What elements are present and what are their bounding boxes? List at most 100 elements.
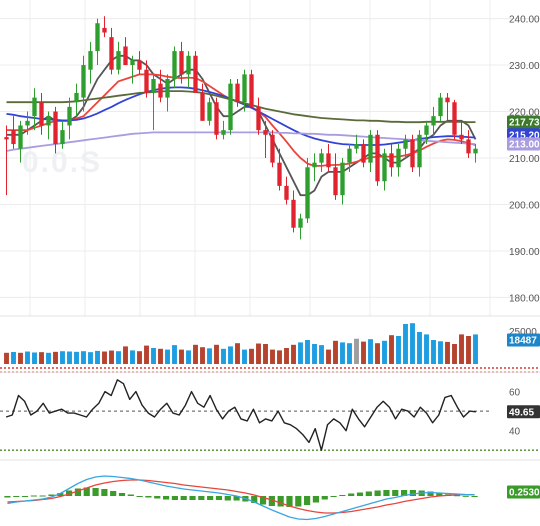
candle-body bbox=[46, 116, 51, 126]
volume-bar bbox=[452, 344, 457, 364]
volume-bar bbox=[235, 343, 240, 364]
macd-panel: 0.2530 bbox=[4, 475, 540, 521]
volume-bar bbox=[25, 351, 30, 364]
macd-histogram-bar bbox=[162, 496, 170, 500]
macd-histogram-bar bbox=[321, 496, 328, 500]
macd-line bbox=[7, 475, 475, 521]
candle-body bbox=[130, 60, 135, 66]
candle-body bbox=[319, 153, 324, 163]
volume-tag: 18487 bbox=[507, 333, 540, 347]
candle-body bbox=[193, 55, 198, 93]
candle-body bbox=[11, 130, 16, 145]
volume-bar bbox=[137, 351, 142, 364]
macd-histogram-bar bbox=[453, 495, 461, 497]
price-tag-label: 215.20 bbox=[509, 130, 540, 141]
candle-body bbox=[403, 139, 408, 149]
price-axis-tick: 180.00 bbox=[509, 293, 540, 304]
candle-body bbox=[270, 134, 275, 163]
volume-bars bbox=[0, 323, 540, 369]
volume-bar bbox=[88, 352, 93, 364]
macd-histogram-bar bbox=[251, 496, 258, 503]
candle-body bbox=[305, 167, 310, 219]
candle-body bbox=[452, 102, 457, 135]
candle-body bbox=[410, 139, 415, 168]
volume-bar bbox=[403, 324, 408, 364]
macd-histogram-bar bbox=[295, 496, 302, 507]
macd-histogram-bar bbox=[127, 494, 134, 496]
volume-bar bbox=[193, 344, 198, 364]
volume-bar bbox=[165, 349, 170, 364]
candle-body bbox=[53, 111, 58, 145]
macd-histogram-bar bbox=[92, 488, 99, 496]
macd-histogram-bar bbox=[118, 493, 126, 496]
macd-histogram-bar bbox=[286, 496, 293, 507]
macd-histogram-bar bbox=[74, 488, 82, 496]
volume-bar bbox=[340, 342, 345, 364]
macd-histogram-bar bbox=[215, 496, 223, 500]
volume-bar bbox=[46, 352, 51, 364]
volume-bar bbox=[424, 334, 429, 364]
macd-histogram-bar bbox=[259, 496, 267, 505]
rsi-tag: 49.65 bbox=[507, 405, 540, 419]
macd-histogram-bar bbox=[268, 496, 275, 506]
price-tag-label: 217.73 bbox=[509, 118, 540, 129]
candle-body bbox=[116, 51, 121, 70]
volume-bar bbox=[74, 351, 79, 364]
volume-bar bbox=[67, 351, 72, 364]
candle-body bbox=[81, 65, 86, 98]
macd-histogram-bar bbox=[30, 495, 37, 497]
volume-bar bbox=[151, 348, 156, 364]
candle-body bbox=[382, 153, 387, 182]
rsi-axis-tick: 60 bbox=[509, 388, 521, 399]
candle-body bbox=[200, 92, 205, 121]
macd-lines bbox=[4, 475, 478, 521]
volume-bar bbox=[284, 348, 289, 364]
candle-body bbox=[263, 130, 268, 135]
volume-bar bbox=[263, 344, 268, 364]
rsi-tag-bg bbox=[507, 405, 540, 419]
candle-body bbox=[74, 92, 79, 103]
candle-body bbox=[249, 74, 254, 107]
candle-body bbox=[165, 79, 170, 98]
macd-histogram-bar bbox=[154, 496, 161, 499]
candle-body bbox=[347, 148, 352, 163]
macd-histogram-bar bbox=[400, 490, 408, 496]
volume-bar bbox=[109, 350, 114, 364]
volume-bar bbox=[333, 340, 338, 364]
volume-bar bbox=[417, 332, 422, 364]
volume-bar bbox=[32, 352, 37, 364]
candle-body bbox=[158, 83, 163, 98]
candle-body bbox=[172, 51, 177, 79]
candle-body bbox=[123, 46, 128, 66]
macd-histogram-bar bbox=[356, 492, 364, 496]
price-axis-tick: 220.00 bbox=[509, 108, 540, 119]
macd-histogram-bar bbox=[330, 496, 337, 497]
candle-body bbox=[228, 83, 233, 131]
candle-body bbox=[144, 69, 149, 93]
macd-histogram-bar bbox=[392, 490, 399, 496]
rsi-axis: 60 40 bbox=[509, 388, 521, 438]
volume-bar bbox=[242, 349, 247, 364]
volume-bar bbox=[312, 344, 317, 364]
macd-histogram-bar bbox=[57, 493, 64, 496]
macd-histogram-bar bbox=[233, 496, 240, 501]
candle-body bbox=[60, 130, 65, 145]
candle-body bbox=[18, 125, 23, 149]
volume-bar bbox=[298, 342, 303, 364]
ma-20-line bbox=[6, 86, 476, 146]
candle-body bbox=[389, 153, 394, 168]
volume-bar bbox=[291, 344, 296, 364]
volume-bar bbox=[172, 345, 177, 364]
candle-body bbox=[39, 102, 44, 126]
macd-tag: 0.2530 bbox=[507, 485, 540, 499]
volume-bar bbox=[81, 351, 86, 364]
macd-histogram-bar bbox=[66, 490, 73, 496]
macd-histogram-bar bbox=[48, 494, 55, 496]
candle-body bbox=[88, 51, 93, 70]
volume-tag-bg bbox=[507, 333, 540, 347]
volume-bar bbox=[396, 336, 401, 364]
macd-histogram-bar bbox=[39, 495, 46, 497]
macd-histogram-bar bbox=[427, 491, 434, 496]
candle-body bbox=[361, 144, 366, 163]
